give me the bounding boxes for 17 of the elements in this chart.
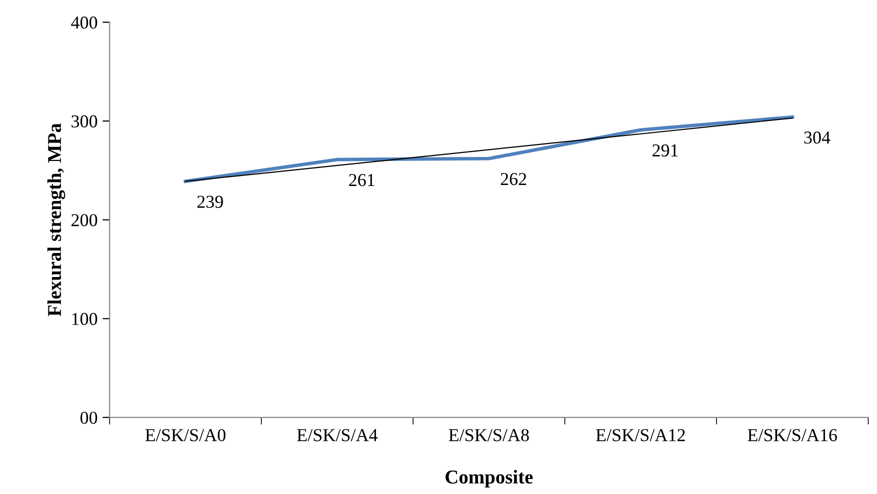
- y-tick-label: 00: [80, 412, 98, 424]
- data-label: 239: [197, 196, 223, 208]
- data-label: 261: [349, 174, 374, 186]
- y-tick-label: 400: [71, 16, 98, 29]
- y-axis-title: Flexural strength, MPa: [47, 123, 66, 316]
- y-tick-label: 300: [72, 115, 98, 128]
- data-label: 291: [652, 144, 678, 157]
- y-tick-label: 200: [72, 214, 98, 226]
- x-axis-title: Composite: [446, 470, 533, 488]
- x-tick-label: E/SK/S/A4: [297, 429, 378, 442]
- data-label: 262: [500, 173, 526, 186]
- data-label: 304: [804, 131, 830, 144]
- x-tick-label: E/SK/S/A16: [748, 429, 837, 442]
- x-tick-label: E/SK/S/A12: [596, 429, 685, 442]
- x-tick-label: E/SK/S/A8: [448, 429, 529, 442]
- x-tick-label: E/SK/S/A0: [145, 429, 226, 442]
- y-tick-label: 100: [72, 312, 98, 326]
